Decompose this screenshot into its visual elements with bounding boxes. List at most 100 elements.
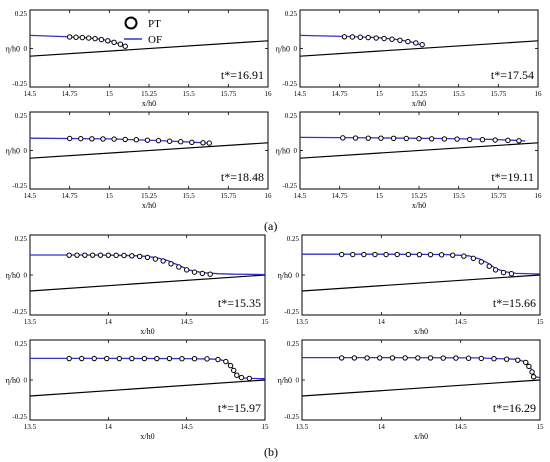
y-tick-label: 0.25 <box>15 340 28 348</box>
x-tick-label: 15 <box>376 90 384 98</box>
x-tick-label: 16 <box>535 192 543 200</box>
x-tick-label: 15.5 <box>183 90 196 98</box>
series-point-pt <box>357 34 363 40</box>
plot-area <box>302 355 540 397</box>
series-point-pt <box>461 253 467 259</box>
x-tick-label: 15 <box>106 90 114 98</box>
y-axis-label: η/h0 <box>278 376 292 385</box>
chart-panel: 14.5 14.75 15 15.25 15.5 15.75 16 -0.25 0 0.25 x/h… <box>6 9 272 108</box>
y-tick-label: 0 <box>294 147 298 155</box>
y-axis-label: η/h0 <box>6 271 20 280</box>
series-point-pt <box>100 136 106 142</box>
series-point-pt <box>82 252 88 258</box>
x-tick-label: 15.75 <box>220 192 236 200</box>
series-point-pt <box>74 252 80 258</box>
series-point-pt <box>191 269 198 275</box>
series-point-pt <box>394 251 400 258</box>
x-tick-label: 14 <box>378 423 386 431</box>
series-point-pt <box>97 252 104 258</box>
x-axis-label: x/h0 <box>140 432 154 441</box>
y-tick-label: -0.25 <box>12 80 27 88</box>
time-label: t*=15.35 <box>218 296 261 310</box>
series-point-pt <box>349 34 356 40</box>
series-point-pt <box>199 270 206 277</box>
series-point-pt <box>364 355 370 361</box>
part-label-a: (a) <box>264 219 277 233</box>
series-point-pt <box>438 252 445 258</box>
series-point-pt <box>178 139 184 145</box>
series-point-pt <box>478 259 484 265</box>
series-point-pt <box>508 271 515 277</box>
series-point-pt <box>389 355 396 361</box>
series-point-pt <box>465 355 472 361</box>
series-point-pt <box>129 355 135 362</box>
series-point-pt <box>373 35 379 41</box>
series-point-pt <box>166 355 173 362</box>
series-point-pt <box>523 359 529 366</box>
series-point-pt <box>530 374 537 380</box>
time-label: t*=16.29 <box>493 401 536 415</box>
series-point-pt <box>238 374 245 381</box>
series-point-pt <box>338 251 345 258</box>
series-point-pt <box>183 267 190 273</box>
y-axis-label: η/h0 <box>278 271 292 280</box>
series-point-pt <box>136 253 143 260</box>
time-label: t*=15.97 <box>218 401 261 415</box>
bed-slope-line <box>302 379 540 397</box>
x-tick-label: 15.25 <box>141 192 157 200</box>
y-tick-label: 0 <box>296 272 300 280</box>
time-label: t*=19.11 <box>491 170 534 184</box>
chart-panel: 13.5 14 14.5 15 -0.25 0 0.25 x/h0 η/h0 t*=15.66 <box>278 234 544 336</box>
series-point-pt <box>419 41 425 48</box>
x-tick-label: 16 <box>535 90 543 98</box>
x-tick-label: 14.5 <box>294 192 307 200</box>
series-point-pt <box>79 355 85 362</box>
x-tick-label: 14 <box>378 318 386 326</box>
series-point-pt <box>89 252 96 258</box>
series-point-pt <box>122 136 128 143</box>
series-point-pt <box>389 36 395 42</box>
series-point-pt <box>66 34 73 40</box>
series-point-pt <box>478 355 484 362</box>
y-axis-label: η/h0 <box>276 147 290 156</box>
series-point-pt <box>191 356 198 362</box>
x-tick-label: 15.75 <box>490 192 506 200</box>
series-point-pt <box>66 355 72 362</box>
x-tick-label: 15.5 <box>453 90 466 98</box>
y-tick-label: 0 <box>294 45 298 53</box>
series-point-pt <box>402 355 408 361</box>
plot-area <box>300 34 538 57</box>
series-point-pt <box>492 267 499 273</box>
x-axis-label: x/h0 <box>142 201 156 210</box>
bed-slope-line <box>300 142 538 159</box>
x-tick-label: 13.5 <box>24 423 37 431</box>
series-point-pt <box>454 136 460 142</box>
series-point-pt <box>467 136 473 143</box>
time-label: t*=17.54 <box>491 68 534 82</box>
series-point-pt <box>453 355 459 361</box>
bed-slope-line <box>302 274 540 292</box>
y-tick-label: -0.25 <box>282 80 297 88</box>
series-point-pt <box>113 252 119 259</box>
series-point-pt <box>470 255 477 262</box>
series-point-pt <box>378 135 384 141</box>
series-point-pt <box>415 355 421 361</box>
series-line-of <box>300 136 526 142</box>
y-tick-label: 0.25 <box>285 112 298 120</box>
series-point-pt <box>166 138 173 144</box>
y-tick-label: 0 <box>296 377 300 385</box>
chart-panel: 14.5 14.75 15 15.25 15.5 15.75 16 -0.25 0 0.25 x/h… <box>276 9 543 108</box>
x-tick-label: 15.5 <box>453 192 466 200</box>
series-point-pt <box>117 41 124 47</box>
series-point-pt <box>361 251 367 258</box>
series-point-pt <box>526 363 532 370</box>
series-point-pt <box>372 251 378 258</box>
series-point-pt <box>89 136 95 142</box>
series-point-pt <box>200 140 206 146</box>
x-tick-label: 15 <box>262 423 270 431</box>
series-point-pt <box>179 356 185 362</box>
x-tick-label: 14.5 <box>181 423 194 431</box>
time-label: t*=15.66 <box>493 296 536 310</box>
series-point-pt <box>176 264 182 270</box>
series-point-pt <box>86 35 92 41</box>
